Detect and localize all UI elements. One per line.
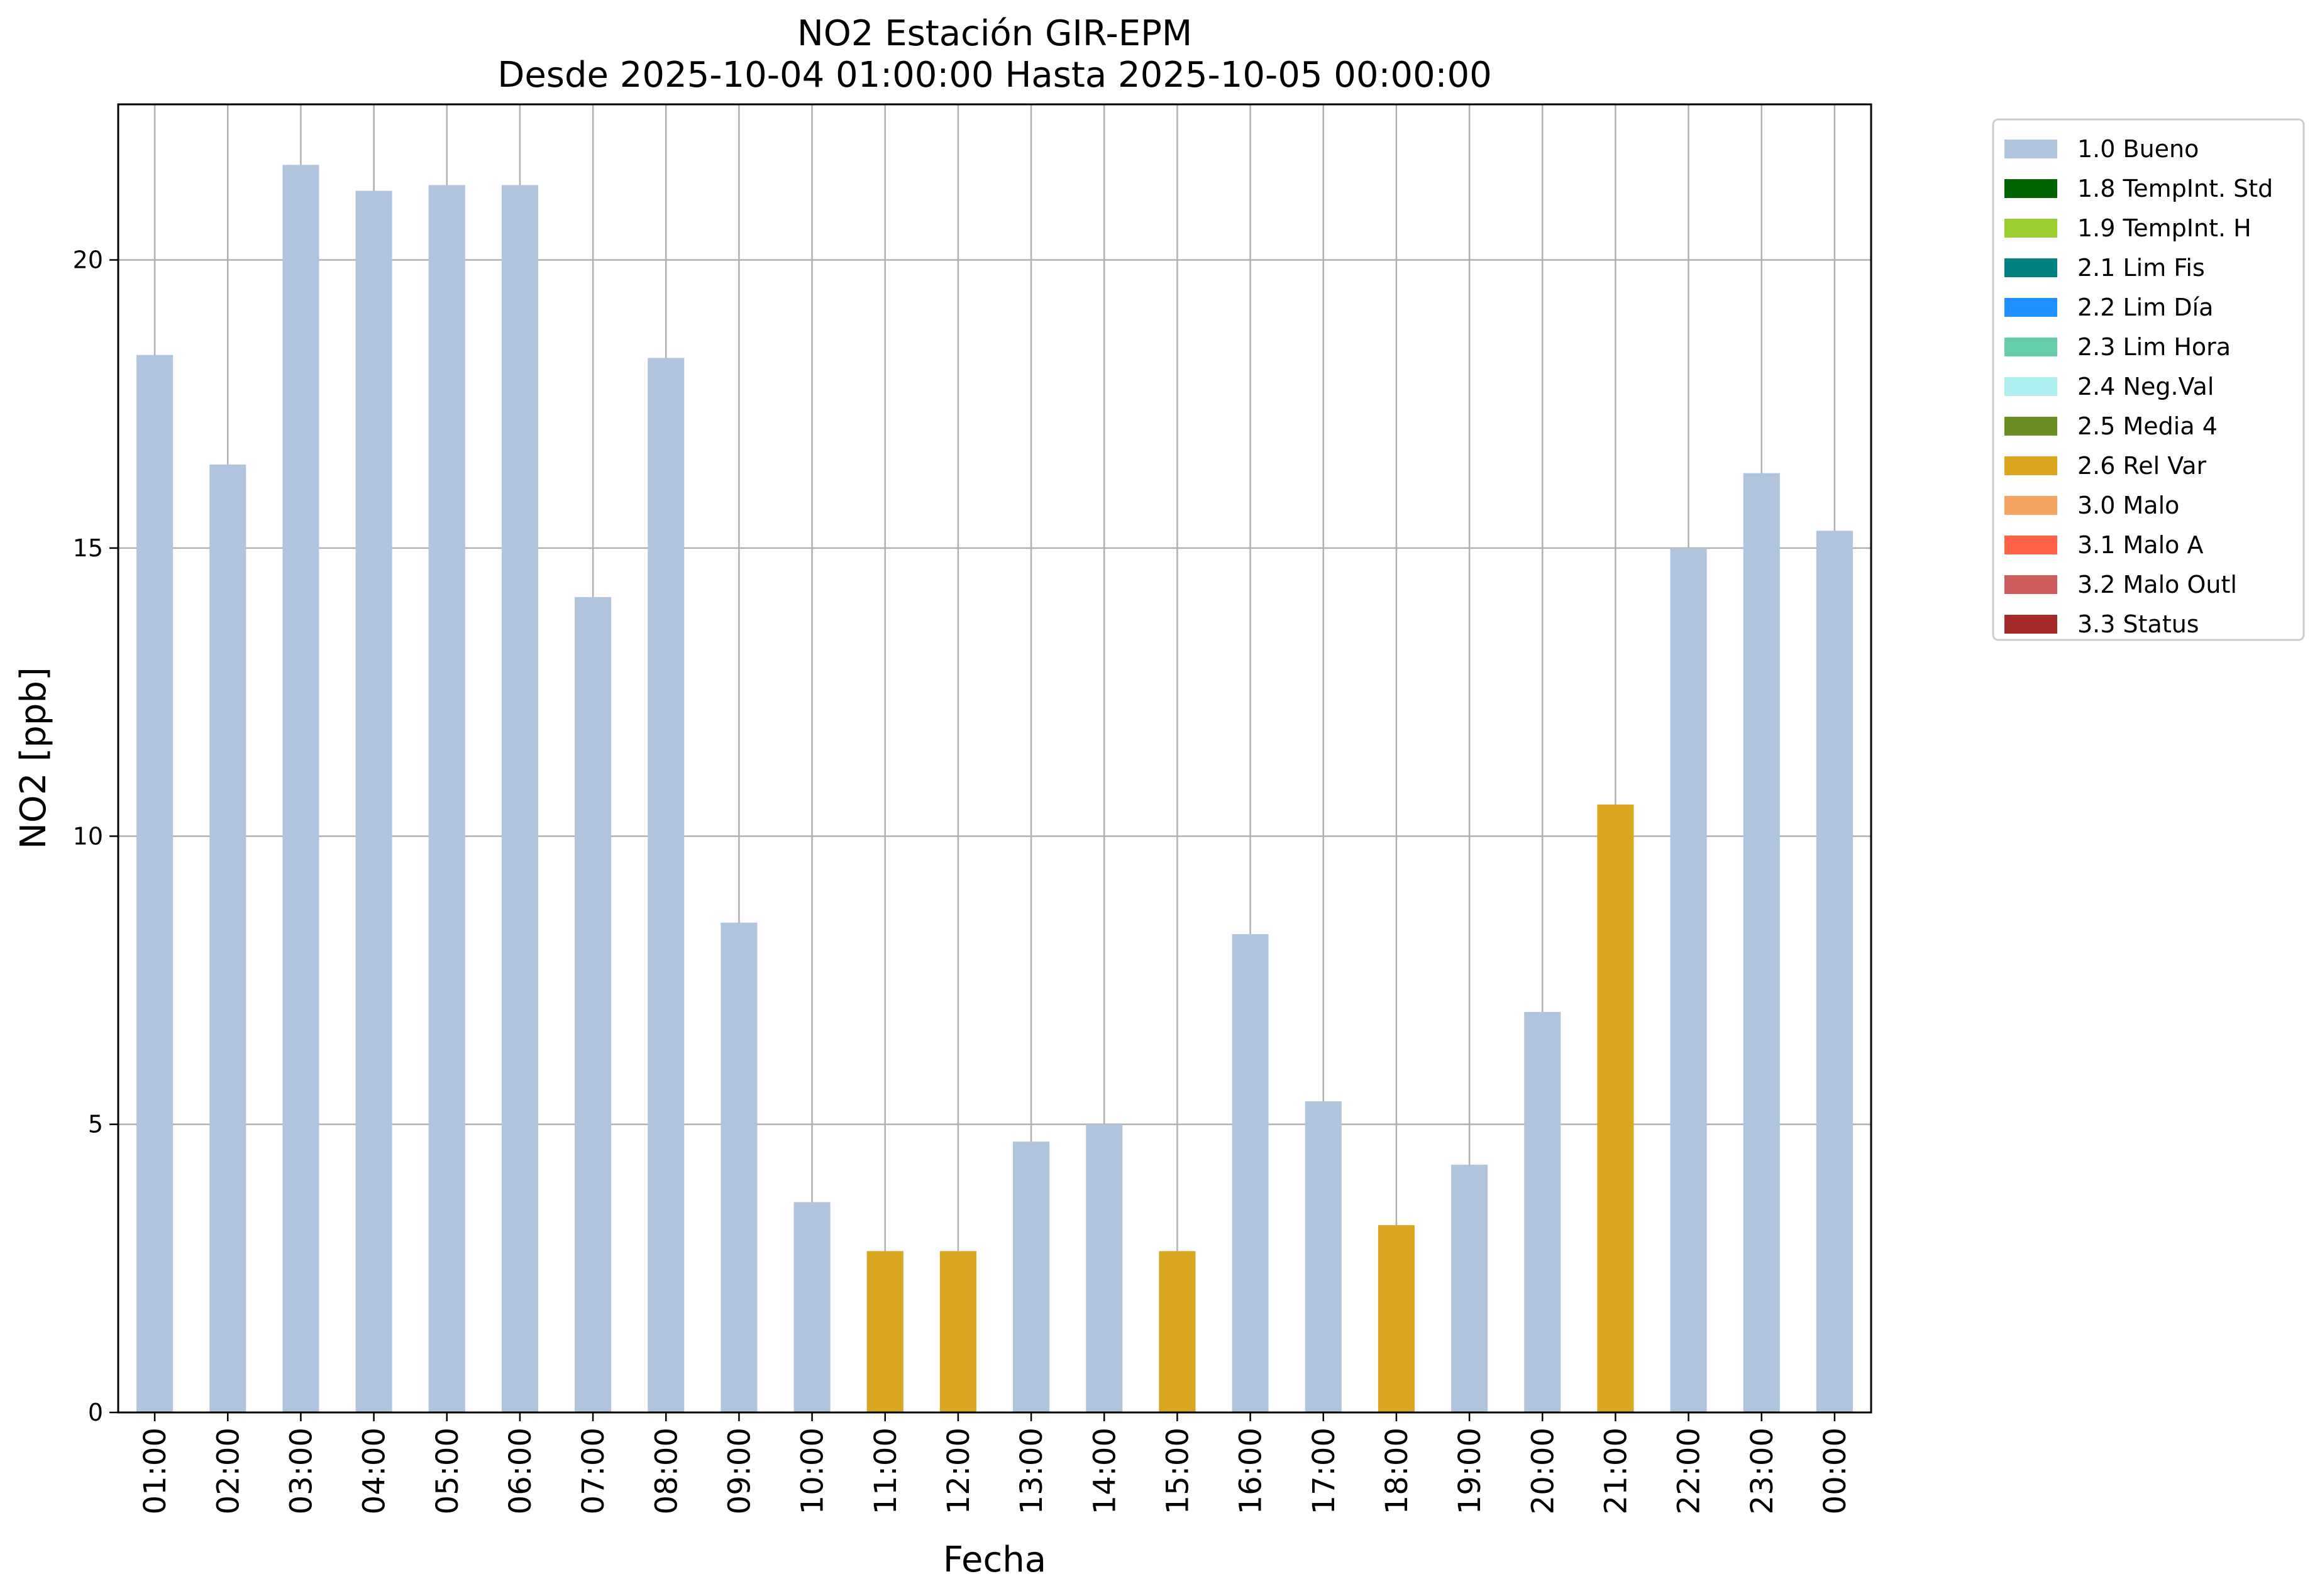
bar [1597, 804, 1634, 1412]
x-tick-label: 12:00 [941, 1428, 976, 1514]
legend-swatch [2004, 575, 2057, 594]
legend-label: 2.2 Lim Día [2077, 294, 2213, 321]
bar [721, 922, 758, 1412]
legend-swatch [2004, 179, 2057, 198]
x-tick-label: 03:00 [284, 1428, 319, 1514]
legend-swatch [2004, 496, 2057, 515]
bars-group [136, 165, 1853, 1413]
bar [355, 190, 392, 1413]
x-tick-label: 11:00 [868, 1428, 903, 1514]
bar [1670, 548, 1707, 1412]
bar [793, 1202, 831, 1412]
legend-label: 1.8 TempInt. Std [2077, 175, 2273, 202]
x-tick-label: 05:00 [430, 1428, 465, 1514]
chart-title: NO2 Estación GIR-EPM [797, 13, 1192, 54]
x-tick-label: 20:00 [1525, 1428, 1561, 1514]
x-tick-label: 15:00 [1160, 1428, 1195, 1514]
x-tick-label: 08:00 [649, 1428, 684, 1514]
x-tick-label: 10:00 [795, 1428, 831, 1514]
legend-swatch [2004, 417, 2057, 436]
bar [1086, 1124, 1123, 1412]
bar [939, 1251, 976, 1412]
legend-swatch [2004, 536, 2057, 554]
legend-swatch [2004, 140, 2057, 158]
x-tick-label: 21:00 [1598, 1428, 1633, 1514]
legend-swatch [2004, 456, 2057, 475]
bar [1816, 531, 1853, 1412]
bar [209, 464, 246, 1412]
legend-swatch [2004, 338, 2057, 356]
x-tick-label: 06:00 [503, 1428, 538, 1514]
x-axis-ticks: 01:00 02:00 03:00 04:00 05:00 06:00 07:00 08:00… [138, 1412, 1853, 1514]
y-tick-label: 20 [73, 246, 103, 274]
x-tick-label: 00:00 [1818, 1428, 1853, 1514]
legend-label: 2.5 Media 4 [2077, 412, 2218, 440]
legend-swatch [2004, 615, 2057, 634]
y-tick-label: 15 [73, 534, 103, 562]
bar [1743, 473, 1780, 1413]
y-tick-label: 10 [73, 822, 103, 850]
legend-swatch [2004, 377, 2057, 396]
bar [282, 165, 319, 1413]
legend-swatch [2004, 298, 2057, 317]
bar [1305, 1101, 1342, 1412]
x-tick-label: 19:00 [1452, 1428, 1488, 1514]
legend-label: 2.4 Neg.Val [2077, 373, 2214, 400]
bar [1159, 1251, 1196, 1412]
bar [575, 597, 612, 1413]
x-tick-label: 23:00 [1745, 1428, 1780, 1514]
x-tick-label: 13:00 [1014, 1428, 1049, 1514]
legend-label: 3.2 Malo Outl [2077, 571, 2237, 598]
x-tick-label: 01:00 [138, 1428, 173, 1514]
y-axis-ticks: 0 5 10 15 20 [73, 246, 118, 1426]
x-tick-label: 17:00 [1307, 1428, 1342, 1514]
y-tick-label: 0 [88, 1399, 103, 1426]
x-tick-label: 07:00 [576, 1428, 611, 1514]
x-tick-label: 18:00 [1379, 1428, 1415, 1514]
x-tick-label: 14:00 [1087, 1428, 1122, 1514]
legend-label: 1.0 Bueno [2077, 135, 2199, 163]
legend-swatch [2004, 258, 2057, 277]
bar [1232, 934, 1269, 1412]
bar [428, 185, 465, 1412]
bar [1378, 1225, 1415, 1412]
x-tick-label: 09:00 [722, 1428, 757, 1514]
bar [501, 185, 538, 1412]
x-tick-label: 22:00 [1672, 1428, 1707, 1514]
legend-swatch [2004, 219, 2057, 238]
plot-area-frame [117, 103, 1872, 1414]
legend-box [1992, 118, 2305, 641]
legend-label: 2.6 Rel Var [2077, 452, 2207, 480]
x-tick-label: 04:00 [357, 1428, 392, 1514]
legend-label: 3.0 Malo [2077, 492, 2179, 519]
x-tick-label: 16:00 [1234, 1428, 1269, 1514]
legend-label: 2.1 Lim Fis [2077, 254, 2205, 282]
legend-label: 2.3 Lim Hora [2077, 333, 2231, 361]
legend-label: 1.9 TempInt. H [2077, 214, 2251, 242]
bar [1524, 1011, 1561, 1412]
y-tick-label: 5 [88, 1111, 103, 1138]
x-tick-label: 02:00 [211, 1428, 246, 1514]
bar [648, 358, 685, 1412]
legend-label: 3.3 Status [2077, 610, 2199, 638]
legend: 1.0 Bueno 1.8 TempInt. Std 1.9 TempInt. H 2… [1992, 118, 2305, 641]
legend-label: 3.1 Malo A [2077, 531, 2203, 559]
x-axis-label: Fecha [943, 1539, 1046, 1580]
bar [1451, 1164, 1488, 1412]
y-axis-label: NO2 [ppb] [13, 667, 54, 849]
bar [866, 1251, 903, 1412]
bar [136, 355, 174, 1412]
bar [1013, 1142, 1050, 1412]
chart-subtitle: Desde 2025-10-04 01:00:00 Hasta 2025-10-… [497, 55, 1492, 96]
